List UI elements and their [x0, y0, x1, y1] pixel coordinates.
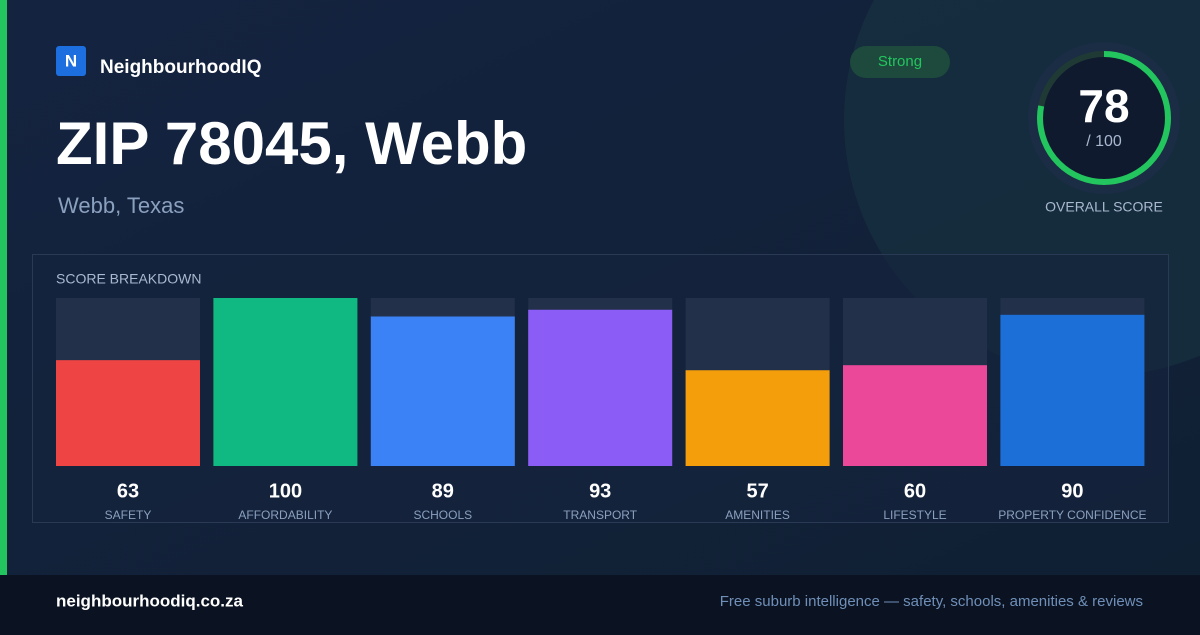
category-label: TRANSPORT	[563, 508, 637, 522]
value-label: 57	[746, 480, 768, 502]
accent-stripe	[0, 0, 7, 575]
logo	[56, 46, 86, 76]
value-label: 60	[904, 480, 926, 502]
value-label: 93	[589, 480, 611, 502]
chart-title: SCORE BREAKDOWN	[56, 271, 201, 287]
bar	[213, 298, 358, 466]
overall-score: 78	[1078, 80, 1129, 132]
badge-text: Strong	[878, 53, 922, 70]
category-label: PROPERTY CONFIDENCE	[998, 508, 1146, 522]
bar	[56, 360, 200, 466]
brand-name: NeighbourhoodIQ	[100, 57, 261, 78]
bar	[370, 316, 515, 466]
logo-letter: N	[65, 51, 77, 70]
value-label: 100	[269, 480, 302, 502]
bar	[528, 309, 673, 466]
category-label: SCHOOLS	[413, 508, 472, 522]
overall-label: OVERALL SCORE	[1045, 199, 1163, 215]
footer-bar	[0, 575, 1200, 630]
footer-tagline: Free suburb intelligence — safety, schoo…	[720, 593, 1143, 610]
value-label: 89	[432, 480, 454, 502]
badge	[850, 46, 950, 78]
category-label: AFFORDABILITY	[238, 508, 332, 522]
category-label: SAFETY	[105, 508, 152, 522]
overall-max: / 100	[1086, 133, 1122, 150]
category-label: LIFESTYLE	[883, 508, 946, 522]
footer-site: neighbourhoodiq.co.za	[56, 591, 244, 610]
bar	[1000, 314, 1145, 466]
category-label: AMENITIES	[725, 508, 790, 522]
title: ZIP 78045, Webb	[56, 110, 527, 177]
value-label: 90	[1061, 480, 1083, 502]
bar	[843, 365, 987, 466]
subtitle: Webb, Texas	[58, 193, 184, 218]
gauge-arc	[1037, 51, 1171, 185]
bar	[685, 370, 830, 466]
value-label: 63	[117, 480, 139, 502]
